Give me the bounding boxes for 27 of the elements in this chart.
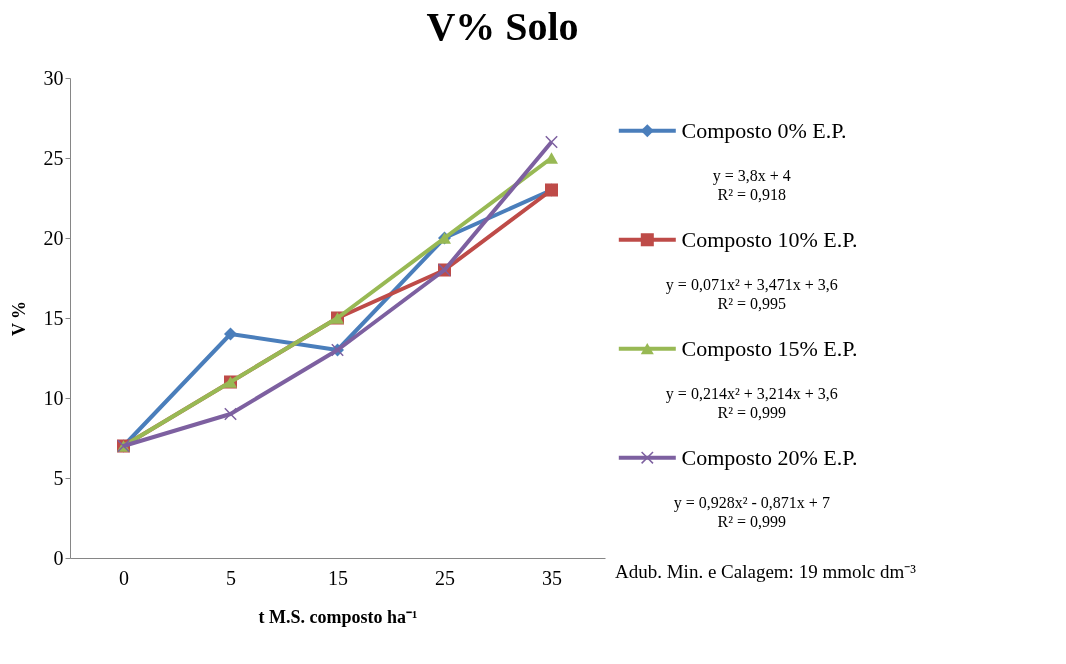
point bbox=[223, 327, 238, 341]
text: Adub. Min. e Calagem: 19 mmolc dm⁻³ bbox=[615, 561, 917, 583]
y-tick-label: 5 bbox=[53, 466, 64, 489]
point bbox=[224, 407, 237, 421]
legend-label: Composto 10% E.P. bbox=[681, 226, 858, 252]
x-tick-label: 35 bbox=[542, 566, 562, 589]
y-tick-label: 15 bbox=[43, 306, 64, 329]
legend-label: Composto 20% E.P. bbox=[681, 444, 858, 470]
x-axis-title: t M.S. composto ha⁻¹ bbox=[258, 606, 418, 627]
point bbox=[545, 135, 558, 149]
legend-label: Composto 0% E.P. bbox=[681, 117, 847, 143]
y-tick-label: 30 bbox=[43, 66, 64, 89]
legend-label: Composto 15% E.P. bbox=[681, 335, 858, 361]
text: y = 0,214x² + 3,214x + 3,6 R² = 0,999 bbox=[665, 385, 838, 422]
y-tick-label: 10 bbox=[43, 386, 64, 409]
chart-title: V% Solo bbox=[426, 4, 579, 49]
text: y = 0,928x² - 0,871x + 7 R² = 0,999 bbox=[673, 494, 830, 531]
text: y = 3,8x + 4 R² = 0,918 bbox=[712, 167, 791, 204]
y-tick-label: 25 bbox=[43, 146, 64, 169]
text: y = 0,071x² + 3,471x + 3,6 R² = 0,995 bbox=[665, 276, 838, 313]
x-tick-label: 15 bbox=[328, 566, 348, 589]
x-tick-label: 25 bbox=[435, 566, 455, 589]
y-tick-label: 20 bbox=[43, 226, 64, 249]
y-tick-label: 0 bbox=[53, 546, 64, 569]
x-tick-label: 0 bbox=[119, 566, 129, 589]
y-axis-title: V % bbox=[8, 300, 29, 337]
x-tick-label: 5 bbox=[226, 566, 236, 589]
